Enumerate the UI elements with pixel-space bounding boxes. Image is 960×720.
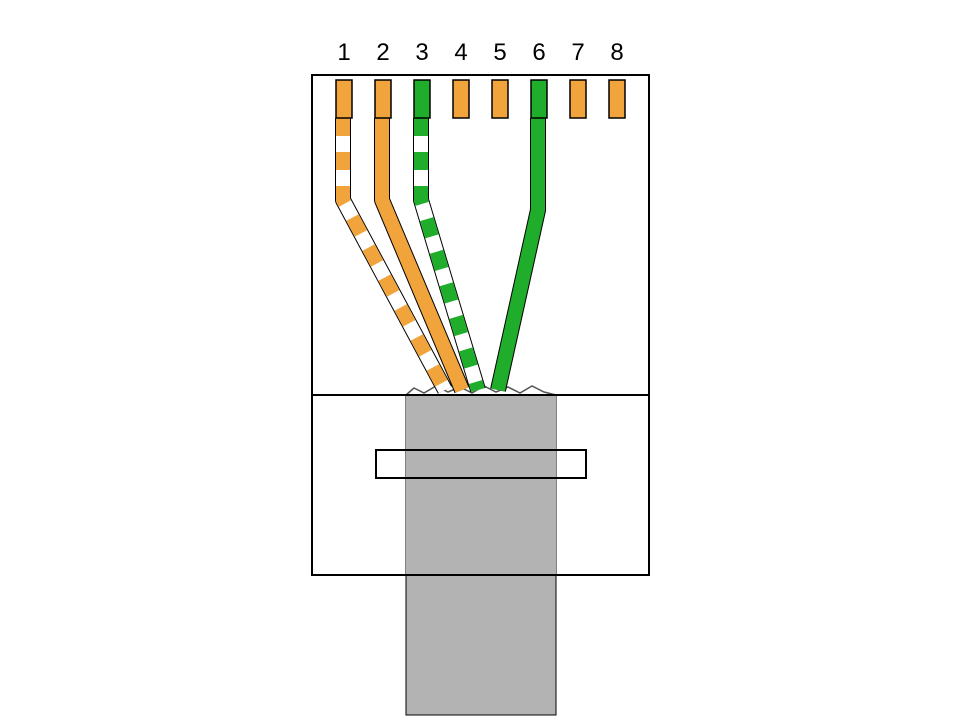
- cable-sheath-inner: [406, 395, 556, 575]
- contact-pad-1: [336, 80, 352, 118]
- pin-label-3: 3: [415, 39, 428, 66]
- pin-label-5: 5: [493, 39, 506, 66]
- pin-label-4: 4: [454, 39, 467, 66]
- contact-pad-8: [609, 80, 625, 118]
- contact-pad-7: [570, 80, 586, 118]
- rj45-wiring-diagram: 12345678: [0, 0, 960, 720]
- contact-pad-5: [492, 80, 508, 118]
- pin-label-6: 6: [532, 39, 545, 66]
- contact-pad-2: [375, 80, 391, 118]
- contact-pad-4: [453, 80, 469, 118]
- diagram-svg: 12345678: [0, 0, 960, 720]
- contact-pad-3: [414, 80, 430, 118]
- pin-label-7: 7: [571, 39, 584, 66]
- pin-label-1: 1: [337, 39, 350, 66]
- pin-label-8: 8: [610, 39, 623, 66]
- contact-pad-6: [531, 80, 547, 118]
- pin-label-2: 2: [376, 39, 389, 66]
